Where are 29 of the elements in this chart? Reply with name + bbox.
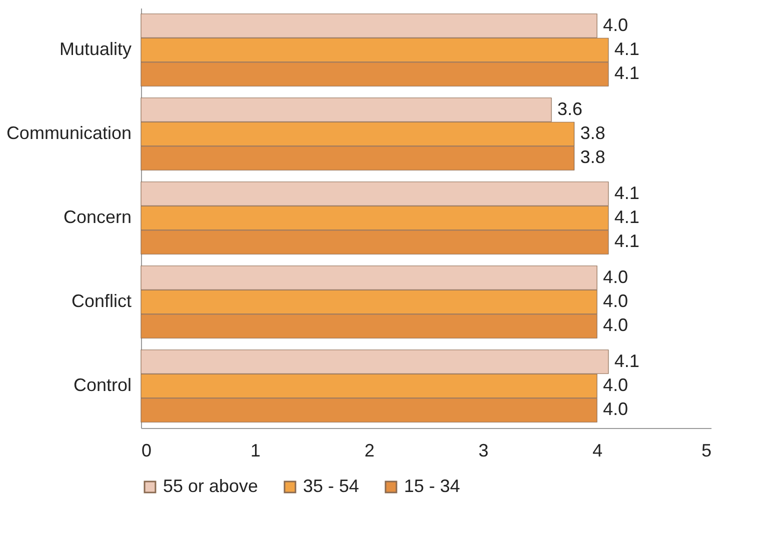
data-label: 4.0 bbox=[603, 291, 628, 311]
y-tick-label: Concern bbox=[63, 207, 132, 227]
data-label: 4.0 bbox=[603, 14, 628, 35]
x-tick-label: 5 bbox=[701, 440, 712, 460]
data-label: 3.8 bbox=[580, 147, 606, 168]
data-label: 4.1 bbox=[614, 350, 640, 371]
x-tick-label: 1 bbox=[250, 440, 261, 460]
x-tick-label: 0 bbox=[142, 440, 152, 460]
legend-label: 55 or above bbox=[163, 476, 258, 496]
data-label: 4.0 bbox=[603, 399, 628, 420]
legend-label: 15 - 34 bbox=[404, 476, 460, 496]
legend-label: 35 - 54 bbox=[303, 476, 360, 496]
x-tick-label: 4 bbox=[592, 440, 603, 460]
data-label: 4.1 bbox=[614, 231, 640, 252]
data-label: 4.1 bbox=[614, 63, 640, 84]
x-tick-label: 2 bbox=[364, 440, 375, 460]
data-label: 4.1 bbox=[614, 182, 640, 203]
data-label: 4.1 bbox=[614, 207, 640, 227]
data-label: 3.8 bbox=[580, 123, 606, 143]
x-tick-label: 3 bbox=[478, 440, 489, 460]
y-tick-label: Conflict bbox=[71, 291, 132, 311]
data-label: 4.0 bbox=[603, 375, 628, 395]
data-label: 4.1 bbox=[614, 39, 640, 59]
data-label: 3.6 bbox=[557, 98, 582, 119]
data-label: 4.0 bbox=[603, 266, 628, 287]
data-label: 4.0 bbox=[603, 315, 628, 336]
y-tick-label: Control bbox=[73, 375, 132, 395]
y-tick-label: Communication bbox=[6, 123, 132, 143]
y-tick-label: Mutuality bbox=[59, 39, 132, 59]
